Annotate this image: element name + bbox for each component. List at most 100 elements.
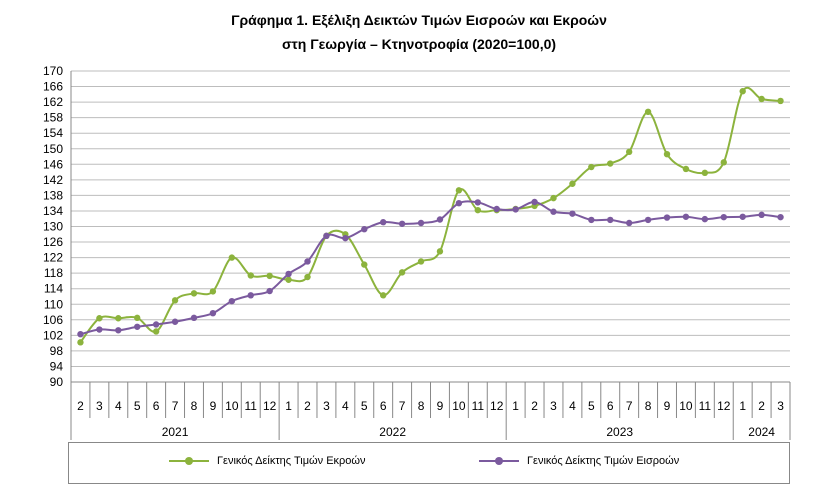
data-point-inputs	[209, 309, 217, 317]
data-point-inputs	[663, 214, 671, 221]
x-tick-label: 9	[210, 399, 217, 413]
data-point-inputs	[512, 206, 519, 213]
y-tick-label: 154	[43, 126, 63, 140]
data-point-inputs	[474, 199, 482, 206]
year-label: 2024	[748, 425, 775, 439]
x-tick-label: 10	[452, 399, 466, 413]
data-point-outputs	[96, 315, 103, 322]
x-tick-label: 2	[304, 399, 311, 413]
y-tick-label: 146	[43, 157, 63, 171]
data-point-outputs	[379, 292, 387, 299]
data-point-outputs	[588, 163, 595, 171]
x-tick-label: 3	[323, 399, 330, 413]
data-point-inputs	[134, 323, 141, 330]
x-tick-label: 9	[437, 399, 444, 413]
x-tick-label: 1	[739, 399, 746, 413]
x-tick-label: 9	[664, 399, 671, 413]
y-tick-label: 122	[43, 251, 63, 265]
x-tick-label: 11	[472, 399, 485, 413]
y-tick-label: 90	[50, 375, 64, 389]
x-tick-label: 7	[626, 399, 633, 413]
x-tick-label: 2	[531, 399, 538, 413]
y-tick-label: 162	[43, 95, 63, 109]
x-tick-label: 10	[225, 399, 239, 413]
data-point-inputs	[550, 208, 557, 215]
data-point-inputs	[285, 270, 292, 278]
legend-label-outputs: Γενικός Δείκτης Τιμών Εκροών	[217, 455, 366, 467]
x-tick-label: 8	[645, 399, 652, 413]
data-point-inputs	[323, 232, 330, 240]
data-point-outputs	[304, 273, 311, 281]
x-tick-label: 2	[758, 399, 765, 413]
x-tick-label: 4	[115, 399, 122, 413]
x-tick-label: 6	[380, 399, 387, 413]
year-label: 2022	[379, 425, 406, 439]
data-point-outputs	[739, 88, 746, 95]
data-point-outputs	[171, 297, 179, 304]
x-tick-label: 3	[96, 399, 103, 413]
data-point-outputs	[436, 248, 444, 255]
data-point-inputs	[682, 213, 690, 220]
data-point-inputs	[739, 213, 746, 220]
x-tick-label: 12	[263, 399, 277, 413]
x-tick-label: 6	[153, 399, 160, 413]
x-tick-label: 6	[607, 399, 614, 413]
data-point-inputs	[701, 215, 709, 223]
data-point-outputs	[663, 150, 671, 158]
data-point-inputs	[625, 219, 633, 227]
x-tick-label: 8	[191, 399, 198, 413]
y-tick-label: 118	[44, 266, 63, 280]
data-point-outputs	[569, 180, 576, 187]
data-point-outputs	[777, 97, 784, 105]
data-point-outputs	[266, 272, 273, 280]
chart-legend: Γενικός Δείκτης Τιμών Εκροών Γενικός Δεί…	[68, 442, 790, 484]
data-point-outputs	[550, 194, 557, 202]
x-tick-label: 11	[699, 399, 712, 413]
y-tick-label: 102	[43, 328, 63, 342]
data-point-outputs	[474, 206, 482, 214]
chart-title-line2: στη Γεωργία – Κτηνοτροφία (2020=100,0)	[281, 36, 557, 52]
data-point-inputs	[607, 216, 614, 224]
x-tick-label: 3	[777, 399, 784, 413]
data-point-outputs	[134, 314, 141, 322]
x-tick-label: 8	[418, 399, 425, 413]
data-point-outputs	[758, 95, 765, 103]
data-point-inputs	[455, 199, 463, 207]
data-point-inputs	[569, 210, 576, 217]
x-tick-label: 5	[134, 399, 141, 413]
legend-item-outputs: Γενικός Δείκτης Τιμών Εκροών	[169, 455, 366, 467]
data-point-inputs	[361, 226, 368, 233]
data-point-outputs	[209, 288, 217, 295]
y-tick-label: 134	[43, 204, 63, 218]
data-point-outputs	[398, 269, 406, 276]
y-tick-label: 158	[43, 111, 63, 125]
y-tick-label: 170	[43, 64, 63, 78]
data-point-inputs	[398, 220, 406, 227]
data-point-inputs	[247, 292, 254, 299]
data-point-inputs	[588, 216, 595, 224]
legend-swatch-outputs	[169, 455, 209, 467]
data-point-inputs	[77, 330, 84, 338]
data-point-inputs	[115, 327, 122, 334]
y-tick-label: 150	[43, 142, 63, 156]
data-point-inputs	[531, 198, 538, 206]
data-point-outputs	[190, 290, 198, 297]
legend-item-inputs: Γενικός Δείκτης Τιμών Εισροών	[479, 455, 679, 467]
data-point-outputs	[625, 148, 633, 156]
data-point-outputs	[361, 261, 368, 268]
data-point-inputs	[493, 205, 500, 213]
data-point-inputs	[304, 258, 311, 265]
data-point-inputs	[266, 287, 273, 295]
y-tick-label: 98	[50, 344, 64, 358]
data-point-inputs	[644, 216, 652, 224]
data-point-inputs	[777, 213, 784, 221]
legend-label-inputs: Γενικός Δείκτης Τιμών Εισροών	[527, 455, 680, 467]
data-point-outputs	[115, 315, 122, 322]
x-tick-label: 2	[77, 399, 84, 413]
x-tick-label: 11	[245, 399, 258, 413]
data-point-inputs	[436, 216, 444, 223]
y-tick-label: 106	[43, 313, 63, 327]
x-tick-label: 5	[361, 399, 368, 413]
data-point-inputs	[152, 321, 160, 328]
y-tick-label: 110	[44, 297, 63, 311]
